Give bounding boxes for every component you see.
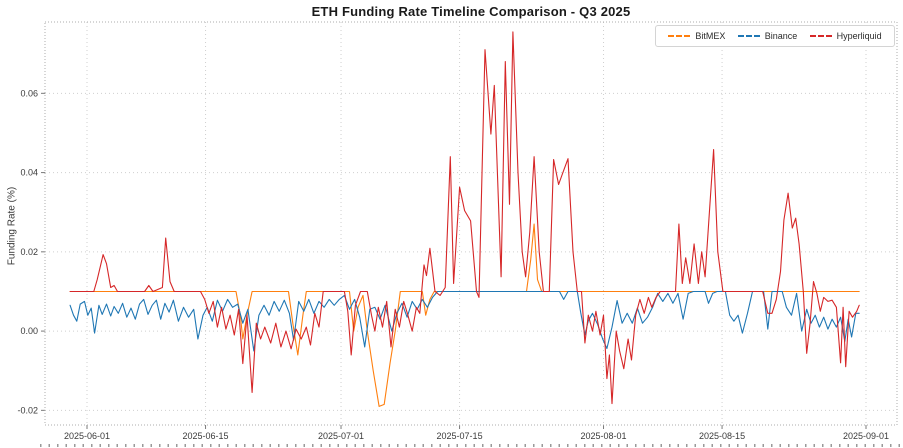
x-tick-label: 2025-07-01 xyxy=(318,431,364,441)
legend-label-hyperliquid: Hyperliquid xyxy=(836,31,882,41)
bottom-dotted-tick-row xyxy=(40,444,901,447)
hyperliquid-line-swatch xyxy=(809,35,832,37)
x-tick-label: 2025-08-15 xyxy=(699,431,745,441)
x-tick-label: 2025-08-01 xyxy=(580,431,626,441)
series-line-binance xyxy=(69,290,860,352)
y-tick-label: 0.06 xyxy=(20,88,38,98)
legend-label-binance: Binance xyxy=(764,31,798,41)
y-tick-label: 0.02 xyxy=(20,247,38,257)
y-tick-label: 0.04 xyxy=(20,168,38,178)
series-line-hyperliquid xyxy=(69,31,860,405)
x-tick-label: 2025-06-01 xyxy=(64,431,110,441)
binance-line-swatch xyxy=(737,35,760,37)
x-tick-label: 2025-09-01 xyxy=(843,431,889,441)
legend: BitMEX Binance Hyperliquid xyxy=(655,25,895,47)
series-line-bitmex xyxy=(69,223,860,407)
legend-item-bitmex: BitMEX xyxy=(668,31,725,41)
y-tick-label: -0.02 xyxy=(17,405,38,415)
x-tick-label: 2025-06-15 xyxy=(183,431,229,441)
legend-item-binance: Binance xyxy=(737,31,798,41)
legend-label-bitmex: BitMEX xyxy=(695,31,726,41)
bitmex-line-swatch xyxy=(668,35,691,37)
chart-title: ETH Funding Rate Timeline Comparison - Q… xyxy=(311,4,631,19)
legend-item-hyperliquid: Hyperliquid xyxy=(809,31,882,41)
x-tick-label: 2025-07-15 xyxy=(437,431,483,441)
y-tick-label: 0.00 xyxy=(20,326,38,336)
